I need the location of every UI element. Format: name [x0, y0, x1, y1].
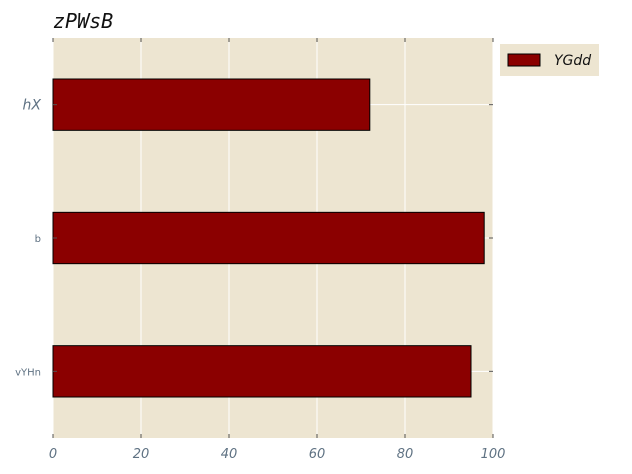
- chart-title: zPWsB: [53, 9, 113, 33]
- legend-label: YGdd: [554, 53, 591, 69]
- x-tick-label: 40: [221, 447, 238, 462]
- legend: YGdd: [500, 44, 599, 76]
- bar-vYHn: [52, 345, 472, 398]
- x-tick-label: 0: [49, 447, 57, 462]
- bar-hX: [52, 78, 371, 131]
- y-axis-ticks: hX b vYHn: [15, 98, 493, 378]
- x-tick-label: 60: [309, 447, 326, 462]
- bars: [52, 78, 485, 398]
- bar-b: [52, 211, 485, 265]
- y-tick-label: vYHn: [15, 367, 41, 378]
- y-tick-label: b: [35, 234, 41, 245]
- x-axis-ticks: 0 20 40 60 80 100: [49, 38, 506, 462]
- x-tick-label: 20: [133, 447, 150, 462]
- legend-swatch: [507, 53, 541, 67]
- x-tick-label: 100: [481, 447, 506, 462]
- y-tick-label: hX: [23, 98, 42, 114]
- x-tick-label: 80: [397, 447, 414, 462]
